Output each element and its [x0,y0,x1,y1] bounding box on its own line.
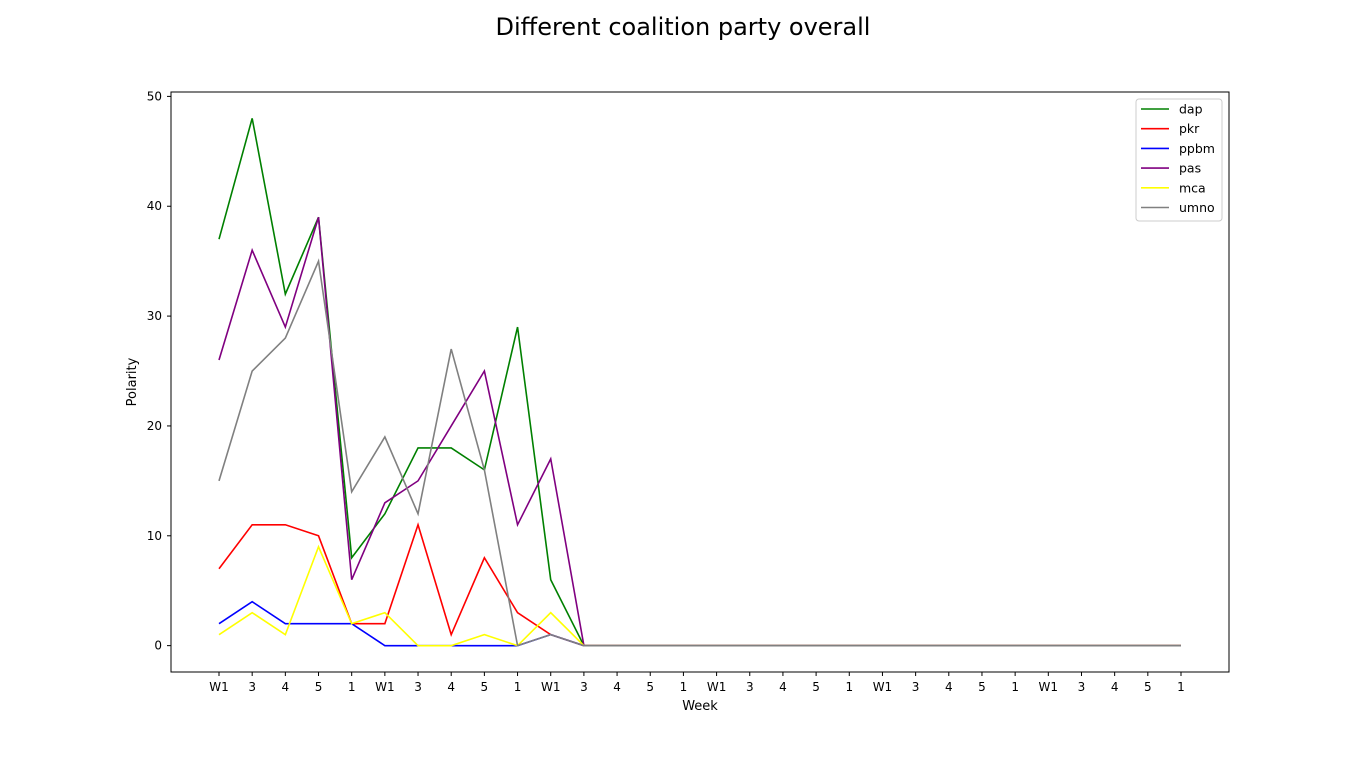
x-tick-label: 5 [315,680,323,694]
x-tick-label: 5 [1144,680,1152,694]
x-tick-label: W1 [209,680,229,694]
x-tick-label: W1 [1039,680,1059,694]
x-axis: W1 3 4 5 1 W1 3 4 5 1 W1 3 4 5 1 W1 3 4 5 1 W1 3 4 5 1 W1 3 4 5 1 [209,672,1185,694]
legend-label-mca: mca [1179,180,1206,195]
x-tick-label: 5 [481,680,489,694]
chart-title: Different coalition party overall [496,13,871,41]
legend-label-pas: pas [1179,161,1201,176]
x-tick-label: 1 [1011,680,1019,694]
x-tick-label: 4 [282,680,290,694]
legend: dap pkr ppbm pas mca umno [1135,98,1223,222]
series-line-pas [218,216,1181,647]
x-tick-label: 5 [646,680,654,694]
x-tick-label: 1 [1177,680,1185,694]
x-tick-label: 3 [414,680,422,694]
y-tick-label: 40 [147,199,162,213]
x-tick-label: 3 [1078,680,1086,694]
y-axis: 0 10 20 30 40 50 [147,89,171,653]
x-tick-label: 3 [248,680,256,694]
x-tick-label: 5 [978,680,986,694]
x-tick-label: W1 [375,680,395,694]
x-tick-label: W1 [541,680,561,694]
x-tick-label: W1 [707,680,727,694]
x-tick-label: 4 [447,680,455,694]
x-tick-label: 3 [746,680,754,694]
legend-label-dap: dap [1179,102,1203,117]
x-tick-label: 3 [912,680,920,694]
y-axis-label: Polarity [125,357,140,406]
x-tick-label: 4 [779,680,787,694]
legend-label-pkr: pkr [1179,121,1200,136]
series-line-dap [218,118,1181,647]
x-tick-label: 4 [613,680,621,694]
x-tick-label: 5 [812,680,820,694]
x-tick-label: 1 [680,680,688,694]
y-tick-label: 10 [147,529,162,543]
x-axis-label: Week [682,699,718,714]
series-lines [218,118,1181,647]
x-tick-label: W1 [873,680,893,694]
legend-label-ppbm: ppbm [1179,141,1215,156]
x-tick-label: 1 [514,680,522,694]
y-tick-label: 20 [147,419,162,433]
x-tick-label: 4 [945,680,953,694]
x-tick-label: 1 [845,680,853,694]
x-tick-label: 1 [348,680,356,694]
legend-label-umno: umno [1179,200,1215,215]
x-tick-label: 3 [580,680,588,694]
plot-frame [170,91,1230,673]
x-tick-label: 4 [1111,680,1119,694]
series-line-umno [218,258,1181,647]
y-tick-label: 30 [147,309,162,323]
y-tick-label: 0 [154,639,162,653]
y-tick-label: 50 [147,89,162,103]
